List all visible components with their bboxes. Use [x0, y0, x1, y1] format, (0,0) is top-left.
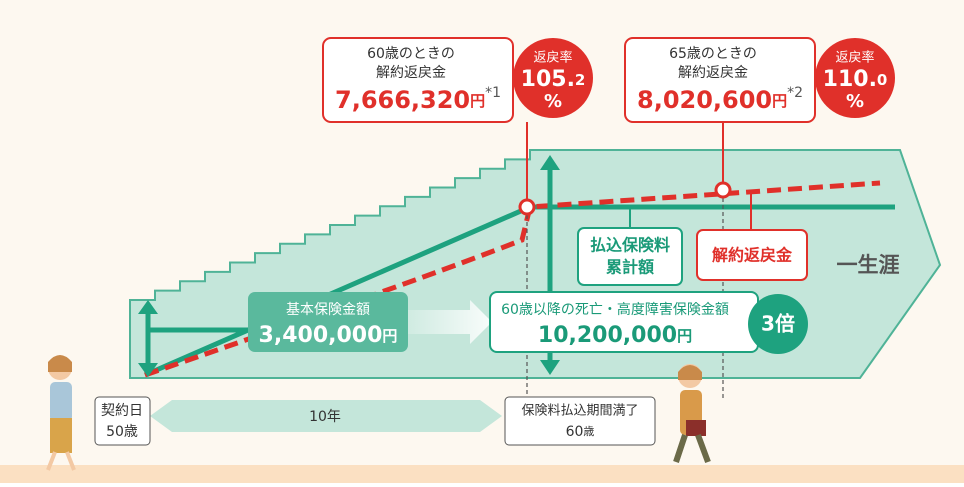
multiple: 3倍 — [761, 312, 795, 336]
rate-unit: % — [846, 91, 864, 112]
basic-title: 基本保険金額 — [286, 301, 370, 318]
callout-box — [322, 37, 514, 123]
callout-amount: 7,666,320円*1 — [335, 85, 501, 114]
rate-label: 返戻率 — [533, 50, 572, 66]
label: 払込保険料 — [590, 236, 670, 255]
person — [46, 355, 76, 471]
label: 解約返戻金 — [712, 246, 793, 265]
rate-unit: % — [544, 91, 562, 112]
start-age: 50歳 — [106, 424, 138, 440]
person — [673, 364, 711, 464]
basic-box — [248, 292, 408, 352]
ground — [0, 465, 964, 483]
period: 10年 — [309, 409, 341, 425]
rate: 110.0 — [823, 67, 888, 92]
start-label: 契約日 — [101, 403, 143, 419]
basic-amount: 3,400,000円 — [259, 323, 398, 348]
pointers — [526, 122, 752, 230]
callout-amount: 8,020,600円*2 — [637, 85, 803, 114]
callout-box — [624, 37, 816, 123]
note: *2 — [787, 85, 803, 101]
death-amount: 10,200,000円 — [538, 323, 692, 348]
point — [714, 181, 732, 199]
label: 一生涯 — [837, 253, 900, 277]
point — [518, 198, 536, 216]
label-box — [577, 227, 683, 286]
callout-line: 解約返戻金 — [376, 65, 446, 81]
callout-line: 解約返戻金 — [678, 65, 748, 81]
unit: 円 — [772, 92, 787, 110]
rate-main: 110. — [823, 67, 877, 92]
start-box — [94, 396, 151, 446]
arrow — [408, 300, 492, 344]
callout-line: 60歳のときの — [367, 46, 455, 62]
label: 累計額 — [606, 258, 654, 277]
multiple-badge — [748, 294, 808, 354]
amount: 7,666,320 — [335, 86, 470, 114]
period-band — [150, 400, 502, 432]
rate-main: 105. — [521, 67, 575, 92]
rate-decimal: 0 — [877, 71, 887, 89]
end-age: 60歳 — [566, 424, 595, 440]
amount: 8,020,600 — [637, 86, 772, 114]
rate-label: 返戻率 — [835, 50, 874, 66]
rate-badge — [513, 38, 593, 118]
note: *1 — [485, 85, 501, 101]
rate-decimal: 2 — [575, 71, 585, 89]
death-title: 60歳以降の死亡・高度障害保険金額 — [501, 301, 729, 318]
surrender-line — [144, 180, 881, 378]
rate: 105.2 — [521, 67, 586, 92]
label-box — [696, 229, 808, 281]
end-title: 保険料払込期間満了 — [521, 404, 638, 419]
unit: 円 — [470, 92, 485, 110]
end-box — [504, 396, 656, 446]
callout-line: 65歳のときの — [669, 46, 757, 62]
rate-badge — [815, 38, 895, 118]
